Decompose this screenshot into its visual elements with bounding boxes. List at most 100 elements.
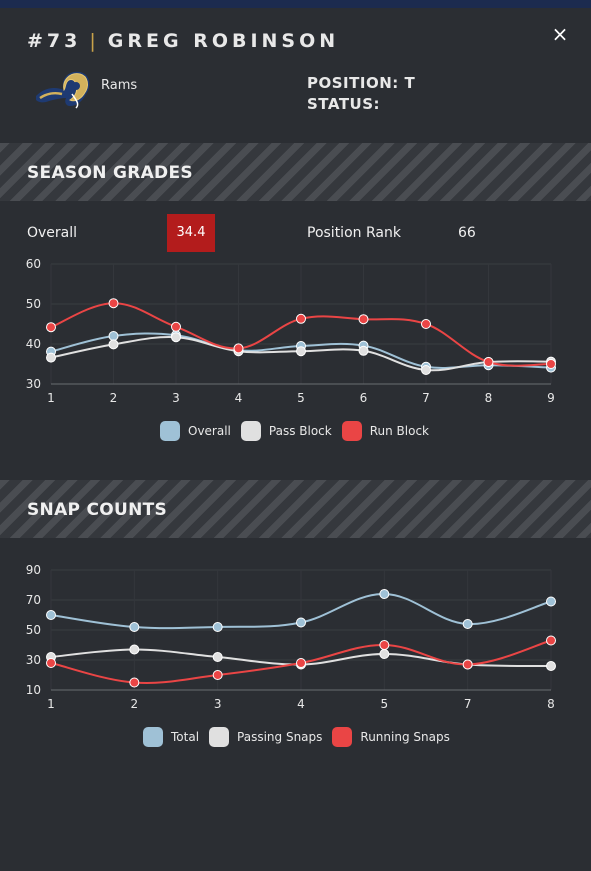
snaps-point-total[interactable] <box>129 622 140 632</box>
grades-point-run-block[interactable] <box>296 313 306 324</box>
snaps-point-total[interactable] <box>296 617 306 628</box>
grades-point-run-block[interactable] <box>546 359 556 369</box>
player-header: #73 | GREG ROBINSON × Rams POSITION: T STA… <box>0 8 591 142</box>
legend-item-running-snaps[interactable]: Running Snaps <box>332 727 450 747</box>
grades-x-tick-label: 1 <box>47 391 55 405</box>
snaps-point-running-snaps[interactable] <box>462 659 473 670</box>
grades-x-tick-label: 3 <box>172 391 180 405</box>
legend-swatch-passing-snaps <box>209 727 230 747</box>
player-position: POSITION: T <box>307 74 416 92</box>
grades-point-pass-block[interactable] <box>108 339 119 350</box>
grades-point-pass-block[interactable] <box>296 346 306 357</box>
grades-point-overall[interactable] <box>108 331 119 341</box>
position-rank-label: Position Rank <box>307 225 401 241</box>
season-grades-legend: Overall Pass Block Run Block <box>160 421 439 441</box>
snaps-point-running-snaps[interactable] <box>546 635 556 646</box>
grades-y-tick-label: 60 <box>26 257 41 271</box>
legend-label-run-block: Run Block <box>369 424 429 438</box>
grades-y-tick-label: 40 <box>26 337 41 351</box>
snaps-x-tick-label: 7 <box>464 697 472 711</box>
snaps-point-passing-snaps[interactable] <box>129 644 140 655</box>
snaps-point-passing-snaps[interactable] <box>212 652 223 662</box>
legend-label-pass-block: Pass Block <box>268 424 332 438</box>
legend-swatch-run-block <box>341 421 362 441</box>
snaps-y-tick-label: 30 <box>26 653 41 667</box>
snaps-point-passing-snaps[interactable] <box>379 649 390 659</box>
snaps-point-running-snaps[interactable] <box>379 640 390 650</box>
snap-counts-band: SNAP COUNTS <box>0 480 591 538</box>
grades-x-tick-label: 7 <box>422 391 430 405</box>
snaps-point-passing-snaps[interactable] <box>546 661 556 671</box>
grades-x-tick-label: 8 <box>485 391 493 405</box>
legend-item-total[interactable]: Total <box>143 727 199 747</box>
position-rank-value: 66 <box>458 225 476 241</box>
title-separator: | <box>89 30 100 52</box>
grades-x-tick-label: 5 <box>297 391 305 405</box>
season-grades-title: SEASON GRADES <box>27 163 193 183</box>
snaps-x-tick-label: 4 <box>297 697 305 711</box>
player-status: STATUS: <box>307 95 381 113</box>
snaps-point-total[interactable] <box>546 596 556 607</box>
snaps-x-tick-label: 5 <box>381 697 389 711</box>
player-name: GREG ROBINSON <box>107 30 340 52</box>
snaps-point-total[interactable] <box>212 622 223 632</box>
grades-x-tick-label: 2 <box>110 391 118 405</box>
grades-point-pass-block[interactable] <box>171 332 181 343</box>
grades-point-run-block[interactable] <box>421 319 431 329</box>
top-accent-bar <box>0 0 591 8</box>
season-grades-chart: 30 40 50 60 1 2 3 4 5 6 7 8 9 <box>26 257 556 405</box>
season-grades-band: SEASON GRADES <box>0 143 591 201</box>
overall-grade-badge: 34.4 <box>167 214 215 252</box>
legend-item-overall[interactable]: Overall <box>160 421 231 441</box>
grades-x-tick-label: 9 <box>547 391 555 405</box>
snaps-x-tick-label: 1 <box>47 697 55 711</box>
legend-swatch-overall <box>160 421 180 441</box>
snaps-point-total[interactable] <box>462 619 473 629</box>
snap-counts-chart: 10 30 50 70 90 1 2 3 4 5 7 8 <box>26 563 556 711</box>
legend-label-overall: Overall <box>188 424 231 438</box>
snaps-y-tick-label: 10 <box>26 683 41 697</box>
grades-y-tick-label: 30 <box>26 377 41 391</box>
team-name: Rams <box>101 78 138 93</box>
snaps-y-tick-label: 90 <box>26 563 41 577</box>
player-number: #73 <box>27 30 82 52</box>
snaps-point-running-snaps[interactable] <box>212 670 223 680</box>
snaps-x-tick-label: 2 <box>131 697 139 711</box>
grades-x-tick-label: 6 <box>360 391 368 405</box>
snaps-point-total[interactable] <box>46 610 56 620</box>
grades-point-run-block[interactable] <box>358 314 369 325</box>
legend-label-total: Total <box>171 730 200 744</box>
snaps-point-running-snaps[interactable] <box>296 658 306 668</box>
legend-item-pass-block[interactable]: Pass Block <box>240 421 332 441</box>
snap-counts-legend: Total Passing Snaps Running Snaps <box>143 727 460 747</box>
grades-point-run-block[interactable] <box>483 357 494 367</box>
snaps-y-tick-label: 70 <box>26 593 41 607</box>
snap-counts-title: SNAP COUNTS <box>27 500 168 520</box>
legend-swatch-running-snaps <box>332 727 353 747</box>
snaps-point-running-snaps[interactable] <box>129 677 140 688</box>
legend-swatch-total <box>143 727 163 747</box>
snaps-point-total[interactable] <box>379 589 390 599</box>
snaps-x-tick-label: 3 <box>214 697 222 711</box>
rams-logo-icon <box>36 71 90 109</box>
grades-y-tick-label: 50 <box>26 297 41 311</box>
grades-point-run-block[interactable] <box>171 321 181 332</box>
overall-label: Overall <box>27 225 78 241</box>
legend-item-run-block[interactable]: Run Block <box>341 421 429 441</box>
legend-label-passing-snaps: Passing Snaps <box>237 730 323 744</box>
grades-point-run-block[interactable] <box>46 322 56 333</box>
grades-point-pass-block[interactable] <box>358 345 369 356</box>
player-title: #73 | GREG ROBINSON <box>27 30 339 52</box>
legend-item-passing-snaps[interactable]: Passing Snaps <box>209 727 322 747</box>
legend-swatch-pass-block <box>240 421 261 441</box>
snaps-y-tick-label: 50 <box>26 623 41 637</box>
snaps-point-running-snaps[interactable] <box>46 658 56 668</box>
snaps-x-tick-label: 8 <box>547 697 555 711</box>
grades-point-run-block[interactable] <box>108 298 119 309</box>
grades-x-tick-label: 4 <box>235 391 243 405</box>
grades-point-pass-block[interactable] <box>46 352 56 363</box>
close-icon[interactable]: × <box>551 22 569 46</box>
grades-point-pass-block[interactable] <box>421 365 431 375</box>
legend-label-running-snaps: Running Snaps <box>360 730 450 744</box>
grades-point-run-block[interactable] <box>233 343 244 354</box>
